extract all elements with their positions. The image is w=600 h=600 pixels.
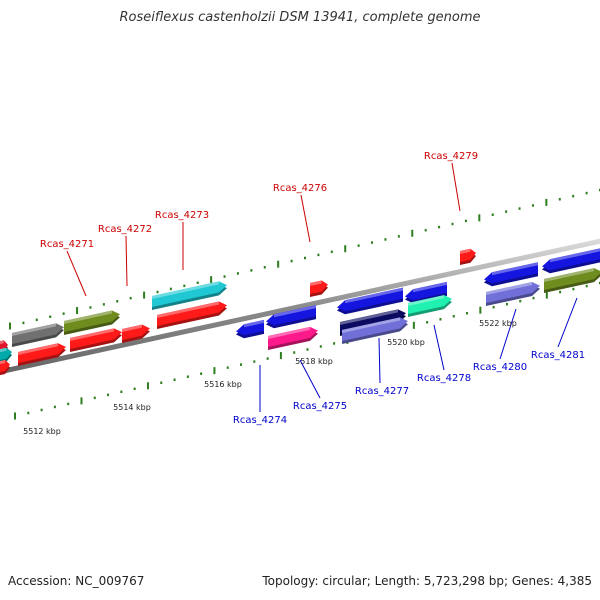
label-leaders: [66, 162, 578, 412]
gene-label[interactable]: Rcas_4281: [531, 350, 585, 361]
gene-arrow-highlight: [64, 310, 112, 324]
accession-text: Accession: NC_009767: [8, 574, 145, 588]
gene-arrow-highlight: [345, 287, 403, 304]
backbone-line: [0, 238, 600, 375]
gene-arrow-body: [408, 295, 452, 314]
gene-arrow-highlight: [492, 262, 538, 276]
label-leader-line: [66, 250, 87, 297]
gene-label[interactable]: Rcas_4280: [473, 362, 527, 373]
gene-arrow[interactable]: [12, 323, 64, 347]
summary-text: Topology: circular; Length: 5,723,298 bp…: [262, 574, 592, 588]
gene-arrow-body: [12, 323, 64, 344]
gene-arrow-body: [268, 326, 318, 347]
gene-arrow-highlight: [408, 295, 444, 306]
gene-label[interactable]: Rcas_4279: [424, 151, 478, 162]
axis-label: 5522 kbp: [479, 319, 517, 328]
label-leader-line: [451, 162, 461, 212]
label-leader-line: [300, 194, 311, 243]
label-leader-line: [433, 324, 445, 371]
gene-arrow[interactable]: [408, 295, 452, 317]
gene-features: [0, 248, 600, 376]
gene-arrow[interactable]: [18, 343, 66, 366]
gene-arrow-highlight: [340, 309, 398, 325]
gene-label[interactable]: Rcas_4276: [273, 183, 327, 194]
gene-arrow-highlight: [122, 324, 142, 332]
gene-arrow-body: [342, 317, 408, 341]
gene-arrow-highlight: [157, 301, 219, 318]
gene-label[interactable]: Rcas_4275: [293, 401, 347, 412]
gene-arrow-highlight: [342, 317, 400, 333]
gene-arrow[interactable]: [122, 324, 150, 343]
gene-arrow-highlight: [12, 323, 56, 336]
gene-arrow[interactable]: [70, 328, 122, 352]
gene-arrow[interactable]: [310, 280, 328, 297]
axis-label: 5512 kbp: [23, 427, 61, 436]
gene-arrow-body: [18, 343, 66, 363]
gene-label[interactable]: Rcas_4278: [417, 373, 471, 384]
gene-arrow[interactable]: [0, 360, 10, 376]
gene-arrow[interactable]: [337, 287, 403, 315]
gene-arrow[interactable]: [157, 301, 227, 329]
gene-arrow[interactable]: [0, 347, 12, 364]
map-title: Roseiflexus castenholzii DSM 13941, comp…: [119, 10, 481, 25]
gene-arrow[interactable]: [268, 326, 318, 350]
gene-arrow[interactable]: [236, 319, 264, 339]
gene-arrow[interactable]: [342, 317, 408, 344]
gene-arrow[interactable]: [64, 310, 120, 335]
gene-arrow[interactable]: [405, 281, 447, 304]
gene-arrow[interactable]: [152, 281, 227, 310]
gene-label[interactable]: Rcas_4277: [355, 386, 409, 397]
gene-arrow-highlight: [486, 281, 532, 295]
label-leader-line: [378, 337, 381, 384]
gene-arrow[interactable]: [542, 248, 600, 274]
gene-arrow-body: [152, 281, 227, 307]
gene-arrow-highlight: [0, 340, 4, 345]
label-leader-line: [557, 297, 578, 348]
gene-label[interactable]: Rcas_4272: [98, 224, 152, 235]
gene-arrow-body: [544, 268, 600, 290]
gene-arrow-highlight: [18, 343, 58, 355]
gene-arrow-body: [157, 301, 227, 326]
axis-labels: 5512 kbp 5514 kbp 5516 kbp 5518 kbp 5520 kbp…: [23, 319, 517, 436]
gene-arrow-highlight: [460, 248, 471, 254]
label-leader-line: [499, 308, 517, 360]
gene-arrow-body: [70, 328, 122, 349]
gene-arrow[interactable]: [460, 248, 476, 265]
axis-label: 5514 kbp: [113, 403, 151, 412]
axis-label: 5518 kbp: [295, 357, 333, 366]
label-leader-line: [125, 235, 128, 287]
label-leader-line: [299, 359, 321, 399]
gene-arrow-highlight: [413, 281, 447, 293]
gene-arrow-highlight: [0, 360, 6, 365]
gene-arrow-highlight: [152, 281, 219, 299]
gene-arrow[interactable]: [486, 281, 540, 306]
gene-arrow-highlight: [268, 326, 310, 339]
axis-label: 5516 kbp: [204, 380, 242, 389]
axis-label: 5520 kbp: [387, 338, 425, 347]
genome-backbone: [0, 238, 600, 375]
gene-label[interactable]: Rcas_4271: [40, 239, 94, 250]
gene-arrow-highlight: [544, 268, 594, 282]
gene-label[interactable]: Rcas_4273: [155, 210, 209, 221]
gene-arrow-highlight: [310, 280, 322, 286]
gene-arrow-highlight: [70, 328, 114, 341]
gene-arrow-body: [486, 281, 540, 303]
gene-label[interactable]: Rcas_4274: [233, 415, 287, 426]
gene-arrow[interactable]: [544, 268, 600, 293]
gene-arrow-body: [64, 310, 120, 332]
gene-arrow[interactable]: [484, 262, 538, 287]
gene-arrow-highlight: [0, 347, 7, 353]
gene-arrow[interactable]: [266, 305, 316, 329]
gene-arrow-highlight: [244, 319, 264, 328]
gene-arrow-highlight: [274, 305, 316, 318]
gene-arrow-highlight: [550, 248, 600, 263]
